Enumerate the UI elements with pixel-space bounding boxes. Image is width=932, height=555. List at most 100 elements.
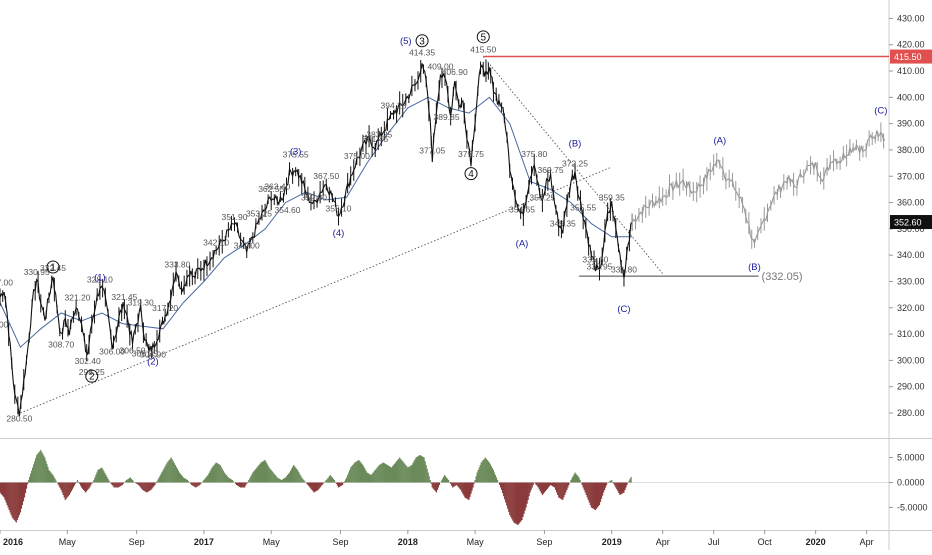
price-annotation: 383.25: [366, 129, 392, 139]
x-tick-label: Apr: [860, 537, 874, 547]
y-tick-label: 320.00: [897, 303, 925, 313]
price-annotation: 359.30: [301, 192, 327, 202]
price-annotation: 372.25: [562, 158, 588, 168]
price-annotation: 375.75: [458, 149, 484, 159]
wave-circle: [415, 34, 429, 48]
wave-label: (4): [333, 228, 345, 239]
wave-label: (5): [400, 36, 412, 47]
price-annotation: 332.45: [40, 263, 66, 273]
y-tick-label: 360.00: [897, 198, 925, 208]
price-annotation: 359.35: [599, 192, 625, 202]
x-tick-label: May: [263, 537, 281, 547]
price-annotation: 409.00: [427, 62, 453, 72]
price-annotation: 349.35: [550, 219, 576, 229]
level-price-label: 415.50: [894, 52, 922, 62]
wave-label: (A): [713, 136, 726, 147]
osc-y-tick-label: 0.0000: [897, 478, 925, 488]
x-tick-label: Oct: [758, 537, 773, 547]
time-axis: 2016 May Sep 2017 May Sep 2018 May Sep 2019 Apr Jul…: [0, 530, 874, 547]
price-annotation: 321.45: [111, 292, 137, 302]
osc-y-tick-label: 5.0000: [897, 453, 925, 463]
price-annotation: 351.90: [221, 212, 247, 222]
x-tick-label: 2017: [194, 537, 214, 547]
y-tick-label: 310.00: [897, 329, 925, 339]
price-annotation: 319.30: [128, 298, 154, 308]
price-annotation: 305.35: [132, 348, 158, 358]
x-tick-label: Sep: [333, 537, 349, 547]
price-annotation: 341.00: [234, 241, 260, 251]
price-annotation: 308.70: [48, 340, 74, 350]
price-annotation: 381.45: [362, 134, 388, 144]
wave-label: (2): [147, 357, 159, 368]
price-annotation: 1.00: [0, 319, 9, 329]
price-annotation: 353.25: [246, 208, 272, 218]
y-tick-label: 380.00: [897, 145, 925, 155]
wave-circle: [464, 167, 478, 181]
price-annotation: 394.25: [381, 100, 407, 110]
wave-circle: [46, 260, 60, 274]
x-tick-label: Apr: [656, 537, 670, 547]
wave-circle: [85, 369, 99, 383]
moving-average-line: [0, 96, 633, 349]
x-tick-label: 2019: [602, 537, 622, 547]
level-label: (332.05): [762, 271, 803, 283]
y-tick-label: 290.00: [897, 382, 925, 392]
price-annotation: 304.90: [140, 350, 166, 360]
y-tick-label: 330.00: [897, 276, 925, 286]
y-tick-label: 390.00: [897, 119, 925, 129]
price-annotation: 330.95: [24, 267, 50, 277]
y-tick-label: 300.00: [897, 355, 925, 365]
wave-label: (3): [290, 146, 302, 157]
price-annotation: 375.80: [521, 149, 547, 159]
price-annotation: 369.75: [538, 165, 564, 175]
wave-label: 4: [468, 169, 474, 180]
x-tick-label: May: [467, 537, 485, 547]
price-annotation: 415.50: [470, 45, 496, 55]
wave-labels: 1 2 (1) (2) (3) (4) (5) 3 4 5 (A) (B) (C) (A) (B) (C): [46, 30, 887, 383]
osc-y-tick-label: -5.0000: [897, 503, 928, 513]
price-annotation: 362.55: [258, 184, 284, 194]
price-annotation: 377.05: [419, 146, 445, 156]
wave-label: (1): [94, 273, 106, 284]
price-annotation: 363.40: [264, 182, 290, 192]
price-annotation: 355.10: [325, 203, 351, 213]
wave-circle: [476, 30, 490, 44]
last-price-label: 352.60: [894, 218, 922, 228]
x-tick-label: 2018: [398, 537, 418, 547]
price-annotation: 306.50: [120, 345, 146, 355]
x-tick-label: Jul: [708, 537, 720, 547]
wave-label: (C): [617, 304, 630, 315]
price-series: [0, 59, 633, 417]
wave-label: 2: [89, 372, 95, 383]
wave-label: 3: [419, 36, 425, 47]
price-annotation: 306.00: [99, 347, 125, 357]
price-annotation: 332.95: [586, 262, 612, 272]
last-price-tag: [890, 215, 932, 230]
x-tick-label: Sep: [129, 537, 145, 547]
price-annotation: 321.20: [64, 293, 90, 303]
wave-label: (B): [569, 138, 582, 149]
price-annotation: 414.35: [409, 48, 435, 58]
oscillator-y-axis: 5.0000 0.0000 -5.0000: [889, 453, 928, 513]
y-tick-label: 340.00: [897, 250, 925, 260]
price-annotation: 302.40: [75, 356, 101, 366]
y-tick-label: 280.00: [897, 408, 925, 418]
trend-line: [482, 56, 664, 274]
x-tick-label: Sep: [536, 537, 552, 547]
x-tick-label: May: [59, 537, 77, 547]
price-annotation: 354.65: [509, 205, 535, 215]
price-annotation: 375.55: [283, 150, 309, 160]
y-tick-label: 420.00: [897, 40, 925, 50]
y-tick-label: 410.00: [897, 66, 925, 76]
level-price-tag: [890, 49, 932, 64]
price-annotation: 342.10: [203, 238, 229, 248]
wave-label: (B): [748, 262, 761, 273]
price-annotation: 375.00: [344, 151, 370, 161]
wave-label: 1: [50, 263, 56, 274]
projection-series: [631, 122, 886, 249]
x-tick-label: 2020: [806, 537, 826, 547]
price-annotation: 355.55: [570, 202, 596, 212]
